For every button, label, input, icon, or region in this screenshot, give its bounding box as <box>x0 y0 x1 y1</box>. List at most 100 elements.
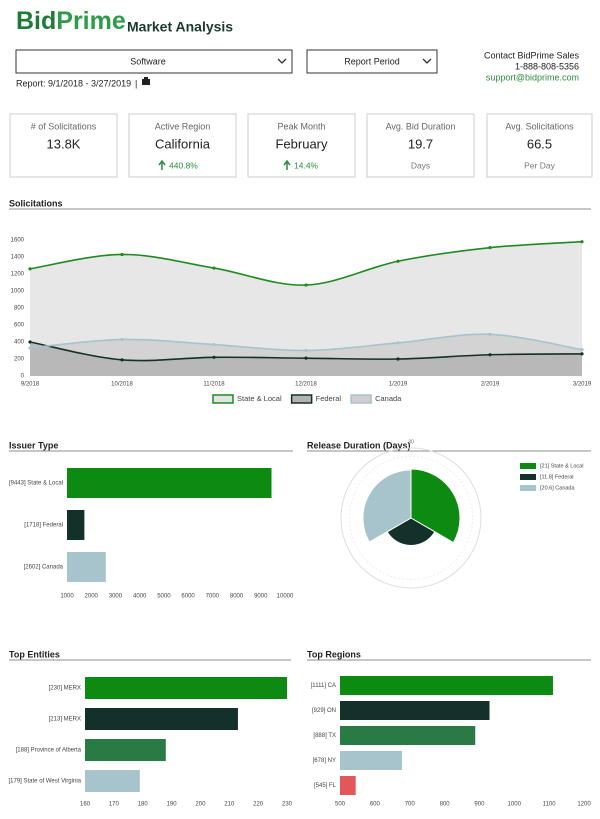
y-tick-label: 1200 <box>11 272 25 278</box>
point <box>120 337 124 342</box>
chart-title: Solicitations <box>9 198 63 208</box>
y-tick-label: 0 <box>21 374 25 380</box>
point <box>120 252 124 257</box>
x-tick-label: 1200 <box>577 802 591 808</box>
x-tick-label: 170 <box>109 802 120 808</box>
point <box>396 259 400 263</box>
category-label: [929] ON <box>312 708 336 714</box>
point <box>304 356 308 360</box>
bar <box>340 726 476 745</box>
bar <box>340 751 403 770</box>
category-label: [213] MERX <box>49 717 81 723</box>
x-tick-label: 4000 <box>133 594 147 600</box>
point <box>120 358 124 362</box>
point <box>212 266 216 270</box>
x-tick-label: 1000 <box>60 594 74 600</box>
industry-dropdown[interactable] <box>15 49 293 74</box>
kpi-card <box>247 113 356 178</box>
point <box>488 353 492 357</box>
chart-title: Release Duration (Days) <box>307 440 411 450</box>
kpi-value: 13.8K <box>47 136 81 151</box>
up-arrow <box>158 159 166 170</box>
period-dropdown[interactable] <box>306 49 438 74</box>
bar <box>340 776 356 795</box>
x-tick-label: 230 <box>282 802 293 808</box>
y-tick-label: 600 <box>14 323 25 329</box>
sector <box>410 468 461 544</box>
y-tick-label: 200 <box>14 357 25 363</box>
kpi-sub: Days <box>411 160 430 170</box>
y-tick-label: 800 <box>14 306 25 312</box>
x-tick-label: 190 <box>167 802 178 808</box>
email[interactable]: support@bidprime.com <box>486 72 579 82</box>
logo: BidPrime <box>16 7 126 35</box>
bar <box>340 676 553 695</box>
phone: 1-888-808-5356 <box>515 61 579 71</box>
bar <box>85 770 140 792</box>
legend-swatch <box>350 394 372 404</box>
category-label: [1111] CA <box>311 683 336 689</box>
x-tick-label: 9/2018 <box>21 382 40 388</box>
x-tick-label: 3/2019 <box>573 382 592 388</box>
x-tick-label: 10000 <box>277 594 294 600</box>
chart-title: Issuer Type <box>9 440 58 450</box>
kpi-value: February <box>275 136 328 151</box>
legend-swatch <box>212 394 234 404</box>
category-label: [230] MERX <box>49 686 81 692</box>
logo-prime: Prime <box>56 7 126 35</box>
x-tick-label: 1/2019 <box>389 382 408 388</box>
kpi-label: Active Region <box>155 121 211 131</box>
report-range: Report: 9/1/2018 - 3/27/2019 <box>16 78 131 88</box>
category-label: [888] TX <box>313 733 336 739</box>
x-tick-label: 900 <box>474 802 485 808</box>
bar <box>85 708 238 730</box>
kpi-value: California <box>155 136 211 151</box>
point <box>212 355 216 359</box>
category-label: [179] State of West Virginia <box>9 779 82 785</box>
point <box>28 267 32 271</box>
period-dropdown-text[interactable]: Report Period <box>344 56 400 66</box>
legend-label: [21] State & Local <box>540 463 583 469</box>
x-tick-label: 180 <box>138 802 149 808</box>
x-tick-label: 7000 <box>206 594 220 600</box>
x-tick-label: 9000 <box>254 594 268 600</box>
kpi-change: 440.8% <box>169 160 198 170</box>
chevron <box>277 58 287 64</box>
x-tick-label: 700 <box>405 802 416 808</box>
bar <box>67 552 106 582</box>
x-tick-label: 11/2018 <box>203 382 225 388</box>
chevron <box>422 58 432 64</box>
x-tick-label: 8000 <box>230 594 244 600</box>
x-tick-label: 210 <box>224 802 235 808</box>
bar <box>67 468 272 498</box>
point <box>580 352 584 356</box>
legend-label: Federal <box>316 394 342 403</box>
x-tick-label: 10/2018 <box>111 382 133 388</box>
page-title: Market Analysis <box>127 19 233 35</box>
category-label: [1718] Federal <box>24 523 63 529</box>
point <box>488 246 492 250</box>
category-label: [2602] Canada <box>24 565 64 571</box>
radial-grid <box>348 455 474 581</box>
x-tick-label: 3000 <box>109 594 123 600</box>
legend-swatch <box>520 463 536 469</box>
radial-tick-label: 30 <box>408 439 414 445</box>
print-icon[interactable] <box>142 77 150 85</box>
industry-dropdown-text[interactable]: Software <box>130 56 166 66</box>
legend-swatch <box>290 394 313 404</box>
bar <box>85 739 166 761</box>
x-tick-label: 6000 <box>181 594 195 600</box>
legend-label: State & Local <box>237 394 282 403</box>
kpi-label: Avg. Bid Duration <box>386 121 456 131</box>
y-tick-label: 1400 <box>11 255 25 261</box>
point <box>488 332 492 336</box>
point <box>212 342 216 347</box>
kpi-card <box>9 113 118 178</box>
category-label: [188] Province of Alberta <box>16 748 82 754</box>
x-tick-label: 1100 <box>543 802 557 808</box>
x-tick-label: 1000 <box>508 802 522 808</box>
kpi-card <box>128 113 237 178</box>
category-label: [9443] State & Local <box>9 481 63 487</box>
x-tick-label: 200 <box>195 802 206 808</box>
